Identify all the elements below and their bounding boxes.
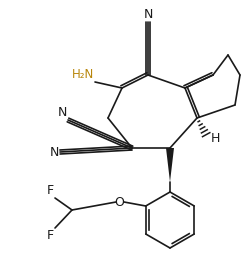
Text: H: H — [210, 131, 219, 144]
Text: F: F — [47, 229, 54, 242]
Polygon shape — [165, 148, 173, 182]
Text: F: F — [47, 184, 54, 197]
Text: N: N — [57, 106, 67, 119]
Text: N: N — [49, 146, 59, 159]
Text: H₂N: H₂N — [72, 68, 94, 81]
Text: O: O — [114, 196, 123, 209]
Text: N: N — [143, 8, 152, 21]
